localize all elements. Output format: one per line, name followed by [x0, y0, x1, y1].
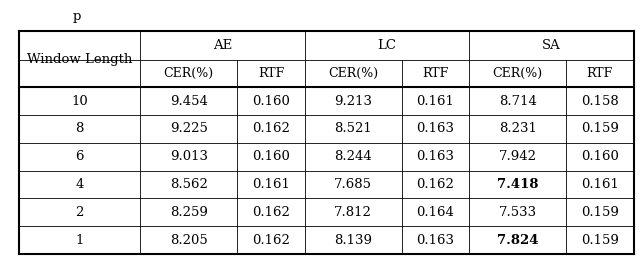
- Text: 0.158: 0.158: [581, 95, 619, 107]
- Text: 7.824: 7.824: [497, 234, 538, 247]
- Text: CER(%): CER(%): [493, 67, 543, 80]
- Text: SA: SA: [542, 39, 561, 52]
- Text: 8.714: 8.714: [499, 95, 536, 107]
- Text: 0.161: 0.161: [417, 95, 454, 107]
- Text: RTF: RTF: [422, 67, 449, 80]
- Text: LC: LC: [378, 39, 396, 52]
- Text: 8.244: 8.244: [334, 150, 372, 163]
- Text: 0.159: 0.159: [581, 206, 619, 219]
- Text: 0.162: 0.162: [252, 234, 290, 247]
- Text: 0.163: 0.163: [417, 150, 454, 163]
- Text: 0.161: 0.161: [252, 178, 290, 191]
- Text: CER(%): CER(%): [164, 67, 214, 80]
- Text: 8.205: 8.205: [170, 234, 207, 247]
- Text: 0.162: 0.162: [252, 122, 290, 135]
- Text: Window Length: Window Length: [27, 53, 132, 66]
- Text: p: p: [72, 10, 81, 24]
- Text: 0.161: 0.161: [581, 178, 619, 191]
- Text: RTF: RTF: [258, 67, 284, 80]
- Text: 0.159: 0.159: [581, 234, 619, 247]
- Text: 0.160: 0.160: [581, 150, 619, 163]
- Text: 7.942: 7.942: [499, 150, 536, 163]
- Text: 8.259: 8.259: [170, 206, 208, 219]
- Text: 0.162: 0.162: [417, 178, 454, 191]
- Text: 9.454: 9.454: [170, 95, 208, 107]
- Text: 0.159: 0.159: [581, 122, 619, 135]
- Text: 10: 10: [72, 95, 88, 107]
- Text: 0.164: 0.164: [417, 206, 454, 219]
- Text: 8.562: 8.562: [170, 178, 208, 191]
- Text: 9.225: 9.225: [170, 122, 208, 135]
- Text: 0.162: 0.162: [252, 206, 290, 219]
- Text: 0.163: 0.163: [417, 234, 454, 247]
- Text: 8.231: 8.231: [499, 122, 536, 135]
- Text: 7.812: 7.812: [334, 206, 372, 219]
- Text: 1: 1: [76, 234, 84, 247]
- Text: 8.139: 8.139: [334, 234, 372, 247]
- Text: 7.418: 7.418: [497, 178, 538, 191]
- Text: 0.160: 0.160: [252, 95, 290, 107]
- Text: 0.163: 0.163: [417, 122, 454, 135]
- Text: 7.685: 7.685: [334, 178, 372, 191]
- Text: 8.521: 8.521: [334, 122, 372, 135]
- Text: 0.160: 0.160: [252, 150, 290, 163]
- Text: 9.013: 9.013: [170, 150, 208, 163]
- Text: 4: 4: [76, 178, 84, 191]
- Text: RTF: RTF: [587, 67, 613, 80]
- Text: 6: 6: [76, 150, 84, 163]
- Text: 8: 8: [76, 122, 84, 135]
- Text: 2: 2: [76, 206, 84, 219]
- Text: 7.533: 7.533: [499, 206, 537, 219]
- Text: CER(%): CER(%): [328, 67, 378, 80]
- Text: 9.213: 9.213: [334, 95, 372, 107]
- Text: AE: AE: [213, 39, 232, 52]
